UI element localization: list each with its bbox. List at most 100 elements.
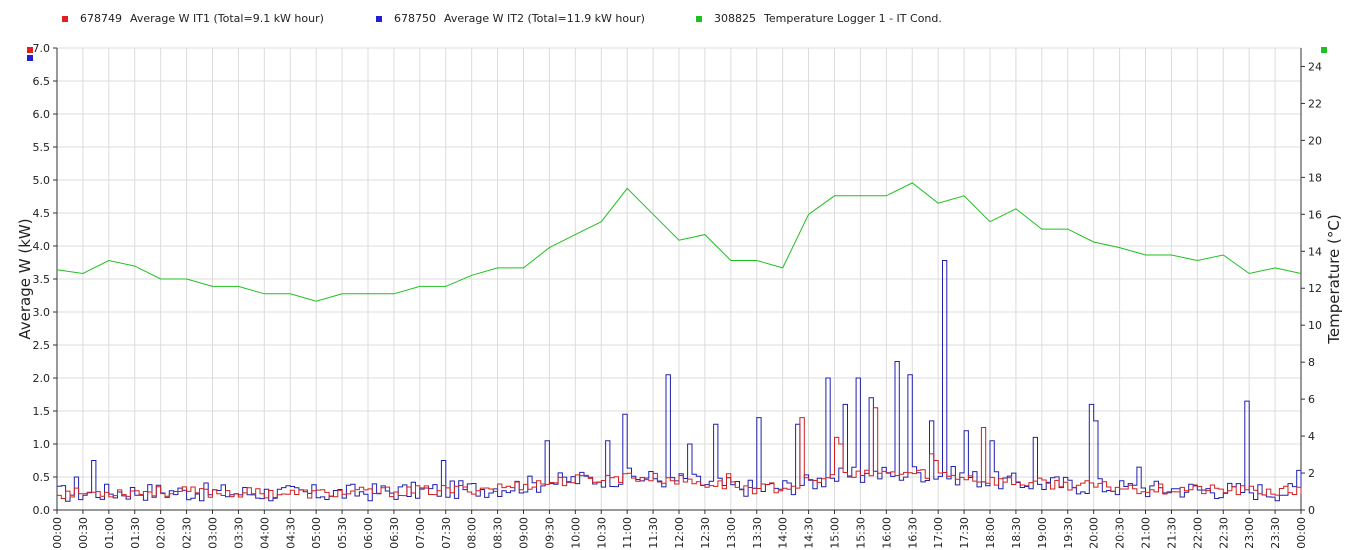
x-tick-label: 19:30 — [1062, 517, 1075, 549]
axes — [27, 47, 1327, 514]
x-tick-label: 04:30 — [284, 517, 297, 549]
x-tick-label: 16:30 — [906, 517, 919, 549]
series-line-it2 — [57, 260, 1302, 502]
y-tick-label: 6.0 — [33, 108, 51, 121]
x-tick-label: 19:00 — [1036, 517, 1049, 549]
x-tick-label: 11:30 — [647, 517, 660, 549]
y-tick-label: 2.0 — [33, 372, 51, 385]
y2-tick-label: 16 — [1308, 208, 1322, 221]
legend-label-it2: Average W IT2 (Total=11.9 kW hour) — [444, 12, 645, 25]
x-tick-label: 01:30 — [129, 517, 142, 549]
y-tick-label: 5.0 — [33, 174, 51, 187]
series-line-it1 — [57, 407, 1302, 499]
x-tick-label: 15:00 — [829, 517, 842, 549]
y-tick-label: 5.5 — [33, 141, 51, 154]
right-axis-marker-temperature — [1321, 47, 1327, 53]
y-tick-label: 4.0 — [33, 240, 51, 253]
grid-lines — [56, 47, 1302, 511]
chart-legend: 678749 Average W IT1 (Total=9.1 kW hour)… — [0, 10, 1366, 30]
x-tick-label: 15:30 — [854, 517, 867, 549]
y2-tick-label: 24 — [1308, 60, 1322, 73]
x-tick-label: 02:30 — [181, 517, 194, 549]
legend-swatch-it1 — [62, 15, 68, 22]
x-tick-label: 02:00 — [155, 517, 168, 549]
y-tick-label: 1.0 — [33, 438, 51, 451]
legend-id-it2: 678750 — [394, 12, 436, 25]
x-tick-label: 13:30 — [751, 517, 764, 549]
x-tick-label: 21:00 — [1140, 517, 1153, 549]
x-tick-label: 22:30 — [1217, 517, 1230, 549]
x-tick-label: 07:30 — [440, 517, 453, 549]
x-tick-label: 22:00 — [1191, 517, 1204, 549]
x-tick-label: 23:00 — [1243, 517, 1256, 549]
x-tick-label: 06:30 — [388, 517, 401, 549]
y2-tick-label: 18 — [1308, 171, 1322, 184]
legend-swatch-it2 — [376, 15, 382, 22]
x-tick-label: 10:30 — [595, 517, 608, 549]
y-tick-label: 6.5 — [33, 75, 51, 88]
y2-axis-title: Temperature (°C) — [1325, 214, 1343, 344]
x-tick-label: 10:00 — [569, 517, 582, 549]
x-tick-label: 18:30 — [1010, 517, 1023, 549]
x-tick-label: 00:00 — [1295, 517, 1308, 549]
y2-tick-label: 12 — [1308, 282, 1322, 295]
x-tick-label: 00:30 — [77, 517, 90, 549]
x-tick-label: 11:00 — [621, 517, 634, 549]
x-tick-label: 17:00 — [932, 517, 945, 549]
y-tick-label: 3.0 — [33, 306, 51, 319]
x-tick-label: 17:30 — [958, 517, 971, 549]
x-tick-label: 07:00 — [414, 517, 427, 549]
y-tick-label: 0.0 — [33, 504, 51, 517]
tick-labels: 00:00 00:30 01:00 01:30 02:00 02:30 03:00 03:30… — [16, 42, 1343, 549]
y2-tick-label: 6 — [1308, 393, 1315, 406]
x-tick-label: 00:00 — [51, 517, 64, 549]
x-tick-label: 18:00 — [984, 517, 997, 549]
x-tick-label: 13:00 — [725, 517, 738, 549]
x-tick-label: 05:30 — [336, 517, 349, 549]
y-tick-label: 4.5 — [33, 207, 51, 220]
y2-tick-label: 22 — [1308, 97, 1322, 110]
y-tick-label: 7.0 — [33, 42, 51, 55]
y-tick-label: 1.5 — [33, 405, 51, 418]
x-tick-label: 21:30 — [1165, 517, 1178, 549]
legend-id-temperature: 308825 — [714, 12, 756, 25]
legend-item-it1: 678749 Average W IT1 (Total=9.1 kW hour) — [62, 12, 324, 25]
series-line-temperature — [56, 182, 1302, 302]
y2-tick-label: 8 — [1308, 356, 1315, 369]
x-tick-label: 04:00 — [258, 517, 271, 549]
legend-item-it2: 678750 Average W IT2 (Total=11.9 kW hour… — [376, 12, 645, 25]
y2-tick-label: 20 — [1308, 134, 1322, 147]
series-layer — [56, 182, 1302, 502]
x-tick-label: 06:00 — [362, 517, 375, 549]
x-tick-label: 14:30 — [803, 517, 816, 549]
x-tick-label: 20:00 — [1088, 517, 1101, 549]
x-tick-label: 12:00 — [673, 517, 686, 549]
y-axis-title: Average W (kW) — [16, 218, 34, 339]
legend-swatch-temperature — [696, 15, 702, 22]
x-tick-label: 16:00 — [880, 517, 893, 549]
x-tick-label: 08:30 — [492, 517, 505, 549]
x-tick-label: 03:30 — [232, 517, 245, 549]
legend-label-temperature: Temperature Logger 1 - IT Cond. — [764, 12, 942, 25]
x-tick-label: 09:30 — [543, 517, 556, 549]
x-tick-label: 23:30 — [1269, 517, 1282, 549]
y-tick-label: 3.5 — [33, 273, 51, 286]
left-axis-marker-it1 — [27, 47, 33, 53]
legend-id-it1: 678749 — [80, 12, 122, 25]
x-tick-label: 12:30 — [699, 517, 712, 549]
y2-tick-label: 0 — [1308, 504, 1315, 517]
x-tick-label: 20:30 — [1114, 517, 1127, 549]
legend-item-temperature: 308825 Temperature Logger 1 - IT Cond. — [696, 12, 942, 25]
x-tick-label: 03:00 — [207, 517, 220, 549]
left-axis-marker-it2 — [27, 55, 33, 61]
x-tick-label: 14:00 — [777, 517, 790, 549]
y2-tick-label: 4 — [1308, 430, 1315, 443]
y2-tick-label: 2 — [1308, 467, 1315, 480]
y2-tick-label: 10 — [1308, 319, 1322, 332]
legend-label-it1: Average W IT1 (Total=9.1 kW hour) — [130, 12, 324, 25]
y2-tick-label: 14 — [1308, 245, 1322, 258]
y-tick-label: 0.5 — [33, 471, 51, 484]
x-tick-label: 01:00 — [103, 517, 116, 549]
x-tick-label: 09:00 — [518, 517, 531, 549]
